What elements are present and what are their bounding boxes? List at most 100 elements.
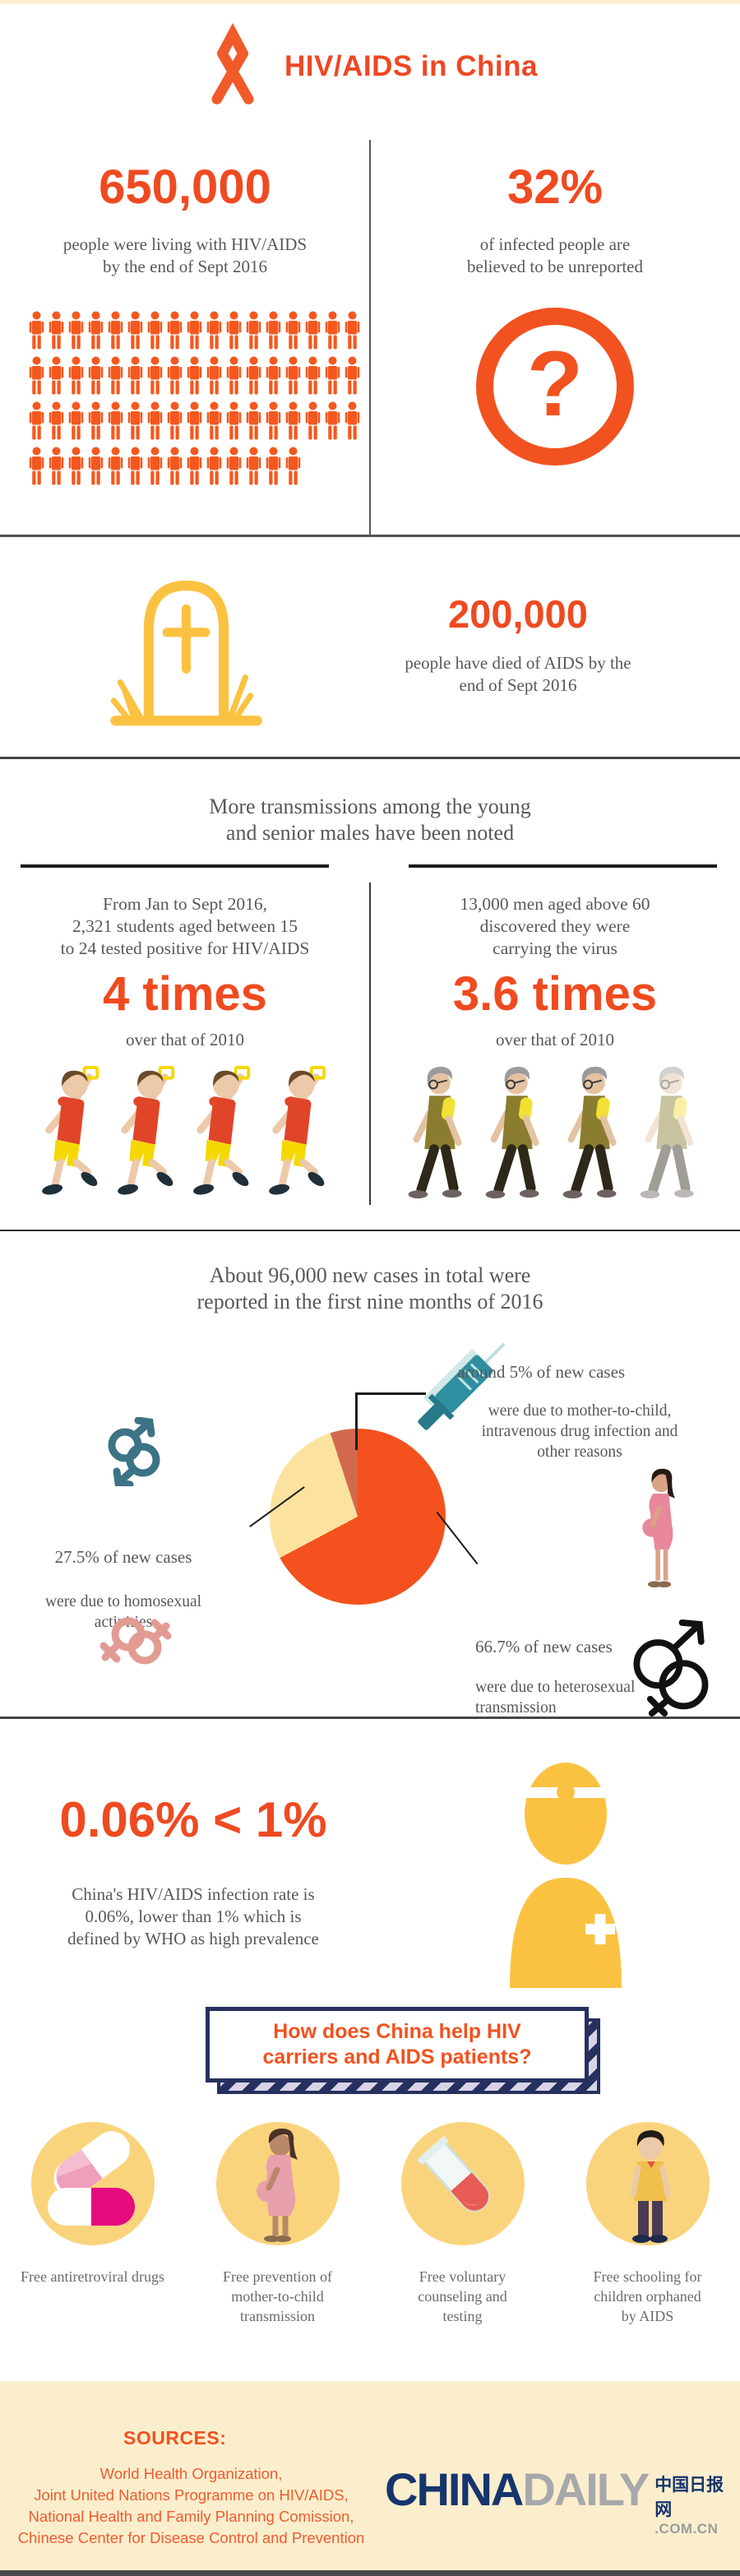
help-item-drugs: Free antiretroviral drugs [0, 2122, 185, 2286]
person-pictogram-icon [345, 311, 360, 350]
person-pictogram-icon [167, 311, 183, 350]
transmissions-heading: More transmissions among the young and s… [209, 795, 531, 845]
tombstone-icon [110, 580, 262, 726]
vertical-divider [369, 883, 371, 1205]
person-pictogram-icon [29, 356, 44, 395]
person-pictogram-icon [266, 447, 281, 485]
person-pictogram-icon [127, 356, 143, 395]
person-pictogram-icon [147, 356, 163, 395]
person-pictogram-icon [167, 401, 183, 440]
person-pictogram-icon [345, 401, 360, 440]
person-pictogram-icon [285, 447, 301, 485]
person-pictogram-icon [285, 401, 301, 440]
stat-deaths-value: 200,000 [448, 592, 588, 636]
mars-venus-icon [633, 1619, 709, 1717]
section-new-cases: About 96,000 new cases in total were rep… [0, 1231, 740, 1719]
help-item-schooling: Free schooling for children orphaned by … [555, 2122, 740, 2326]
person-pictogram-icon [246, 311, 261, 350]
person-pictogram-icon [68, 401, 84, 440]
person-pictogram-icon [226, 356, 242, 395]
person-pictogram-icon [68, 356, 84, 395]
person-pictogram-icon [49, 401, 64, 440]
double-venus-icon [99, 1617, 172, 1665]
person-pictogram-icon [147, 311, 163, 350]
sources-list: World Health Organization, Joint United … [17, 2465, 365, 2546]
aids-ribbon-icon [211, 22, 254, 104]
help-item-label: Free prevention of mother-to-child trans… [223, 2268, 332, 2324]
person-pictogram-icon [29, 447, 44, 485]
person-pictogram-icon [49, 447, 64, 485]
pointer-line [355, 1392, 426, 1395]
person-pictogram-icon [29, 401, 44, 440]
person-pictogram-icon [206, 356, 222, 395]
running-student-icon [193, 1066, 251, 1195]
column-rule [21, 864, 329, 868]
person-pictogram-icon [68, 447, 84, 485]
person-pictogram-icon [246, 401, 261, 440]
column-rule [409, 864, 717, 868]
person-pictogram-icon [226, 311, 242, 350]
question-mark-icon: ? [476, 308, 634, 466]
person-pictogram-icon [266, 401, 281, 440]
person-pictogram-icon [206, 311, 222, 350]
person-pictogram-icon [187, 401, 202, 440]
person-pictogram-icon [127, 447, 143, 485]
person-pictogram-icon [285, 356, 301, 395]
person-pictogram-icon [147, 447, 163, 485]
person-pictogram-icon [345, 356, 360, 395]
walking-senior-icon [640, 1066, 694, 1199]
stat-unreported-desc: of infected people are believed to be un… [467, 234, 643, 276]
rate-desc: China's HIV/AIDS infection rate is 0.06%… [67, 1884, 319, 1948]
new-cases-heading: About 96,000 new cases in total were rep… [197, 1263, 543, 1313]
person-pictogram-icon [266, 356, 281, 395]
person-pictogram-icon [108, 447, 123, 485]
person-pictogram-icon [108, 356, 123, 395]
homosexual-title: 27.5% of new cases [54, 1547, 192, 1567]
young-baseline: over that of 2010 [125, 1030, 245, 1049]
help-item-testing: Free voluntary counseling and testing [370, 2122, 555, 2326]
pills-icon [30, 2122, 155, 2245]
other-title: around 5% of new cases [457, 1362, 626, 1382]
senior-baseline: over that of 2010 [495, 1030, 615, 1049]
person-pictogram-icon [187, 311, 202, 350]
pregnant-woman-icon [215, 2122, 340, 2245]
person-pictogram-icon [187, 447, 202, 485]
heterosexual-title: 66.7% of new cases [475, 1637, 613, 1656]
section-deaths: 200,000 people have died of AIDS by the … [0, 537, 740, 759]
walking-senior-icon [485, 1066, 539, 1199]
page-title: HIV/AIDS in China [284, 49, 538, 82]
help-question-banner: How does China help HIV carriers and AID… [206, 2007, 589, 2083]
running-students-row [21, 1062, 349, 1200]
doctor-icon [510, 1763, 622, 1988]
running-student-icon [269, 1066, 326, 1195]
stat-living-desc: people were living with HIV/AIDS by the … [62, 234, 308, 276]
senior-detail: 13,000 men aged above 60 discovered they… [460, 894, 650, 958]
syringe-icon [418, 1342, 506, 1430]
help-item-label: Free voluntary counseling and testing [418, 2268, 507, 2324]
stat-deaths-desc: people have died of AIDS by the end of S… [405, 653, 631, 695]
pregnant-woman-small-icon [642, 1468, 675, 1588]
new-cases-pie-chart [270, 1429, 446, 1605]
person-pictogram-icon [127, 311, 143, 350]
person-pictogram-icon [206, 401, 222, 440]
help-item-label: Free schooling for children orphaned by … [593, 2268, 702, 2324]
help-item-label: Free antiretroviral drugs [21, 2268, 164, 2285]
young-detail: From Jan to Sept 2016, 2,321 students ag… [60, 894, 310, 958]
person-pictogram-icon [108, 401, 123, 440]
person-row [28, 447, 365, 492]
person-pictogram-icon [246, 447, 261, 485]
person-pictogram-icon [88, 356, 104, 395]
person-pictogram-icon [88, 401, 104, 440]
section-help: How does China help HIV carriers and AID… [0, 2007, 740, 2381]
heterosexual-desc: were due to heterosexual transmission [475, 1679, 636, 1717]
running-student-icon [118, 1066, 175, 1195]
person-pictogram-icon [68, 311, 84, 350]
person-pictogram-icon [147, 401, 163, 440]
person-pictogram-icon [305, 401, 321, 440]
person-pictogram-icon [206, 447, 222, 485]
person-pictogram-icon [305, 311, 321, 350]
pointer-line [355, 1392, 358, 1450]
young-multiplier: 4 times [103, 967, 267, 1021]
top-cream-strip [0, 0, 740, 4]
